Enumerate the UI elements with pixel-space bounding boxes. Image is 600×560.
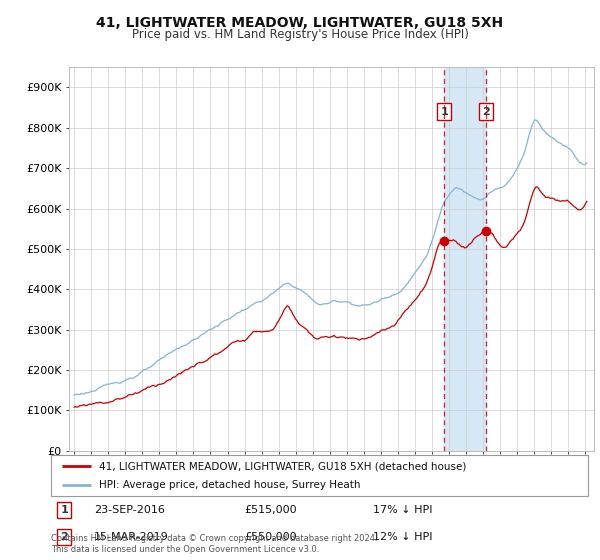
Text: 2: 2 bbox=[482, 106, 490, 116]
Text: £550,000: £550,000 bbox=[244, 531, 297, 542]
Text: 23-SEP-2016: 23-SEP-2016 bbox=[94, 505, 165, 515]
Text: Contains HM Land Registry data © Crown copyright and database right 2024.
This d: Contains HM Land Registry data © Crown c… bbox=[51, 534, 377, 554]
Text: 2: 2 bbox=[61, 531, 68, 542]
Text: 15-MAR-2019: 15-MAR-2019 bbox=[94, 531, 169, 542]
Bar bbox=[444, 67, 486, 451]
FancyBboxPatch shape bbox=[51, 455, 588, 496]
Text: £515,000: £515,000 bbox=[244, 505, 297, 515]
Text: HPI: Average price, detached house, Surrey Heath: HPI: Average price, detached house, Surr… bbox=[100, 480, 361, 489]
Text: 1: 1 bbox=[440, 106, 448, 116]
Text: 41, LIGHTWATER MEADOW, LIGHTWATER, GU18 5XH (detached house): 41, LIGHTWATER MEADOW, LIGHTWATER, GU18 … bbox=[100, 461, 467, 471]
Text: Price paid vs. HM Land Registry's House Price Index (HPI): Price paid vs. HM Land Registry's House … bbox=[131, 28, 469, 41]
Text: 1: 1 bbox=[61, 505, 68, 515]
Text: 12% ↓ HPI: 12% ↓ HPI bbox=[373, 531, 433, 542]
Text: 17% ↓ HPI: 17% ↓ HPI bbox=[373, 505, 433, 515]
Text: 41, LIGHTWATER MEADOW, LIGHTWATER, GU18 5XH: 41, LIGHTWATER MEADOW, LIGHTWATER, GU18 … bbox=[97, 16, 503, 30]
